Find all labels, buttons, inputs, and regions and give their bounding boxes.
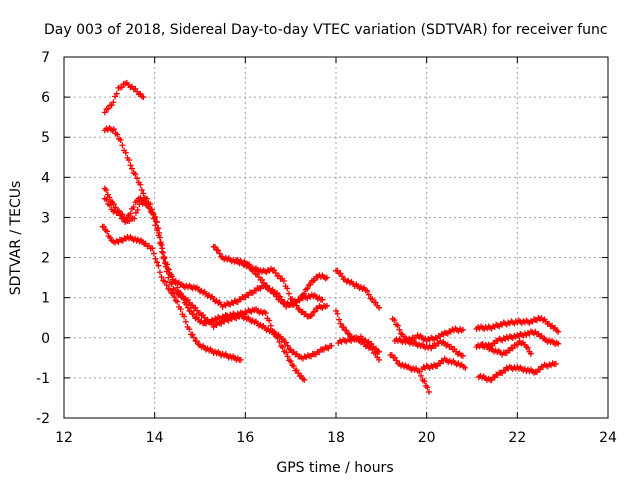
y-tick-labels: -2 -1 0 1 2 3 4 5 6 7 [36,50,50,427]
y-tick-label: 1 [41,291,50,307]
x-tick-label: 18 [327,430,345,446]
plus-markers [391,336,466,359]
chart-title: Day 003 of 2018, Sidereal Day-to-day VTE… [44,22,608,38]
grid [64,57,608,418]
series-track-r [475,360,559,384]
x-tick-label: 22 [508,430,526,446]
plus-markers [101,185,335,362]
plus-markers [478,338,534,358]
series-track-n [419,355,469,373]
plus-markers [473,314,562,335]
x-tick-label: 20 [418,430,436,446]
plus-markers [99,223,244,363]
series-track-c [101,185,335,362]
plus-markers [101,194,308,383]
axis-ticks [63,56,609,419]
series-track-l [387,351,432,395]
y-tick-label: -2 [36,411,50,427]
y-tick-label: 7 [41,50,50,66]
series-track-f [210,243,330,309]
x-tick-labels: 12 14 16 18 20 22 24 [55,430,617,446]
plus-markers [419,355,469,373]
y-tick-label: 4 [41,170,50,186]
series-track-e [99,223,244,363]
series-track-q [478,338,534,358]
series-track-o [473,314,562,335]
x-tick-label: 14 [146,430,164,446]
x-tick-label: 12 [55,430,73,446]
series-track-j [335,333,383,355]
x-axis-label: GPS time / hours [276,460,393,476]
x-tick-label: 16 [236,430,254,446]
plus-markers [210,243,330,309]
y-tick-label: 2 [41,251,50,267]
data-points [99,79,562,395]
plus-markers [101,79,147,116]
series-track-a [101,79,147,116]
plus-markers [389,315,466,344]
plus-markers [333,267,383,311]
plus-markers [233,256,330,320]
plus-markers [387,351,432,395]
y-tick-label: -1 [36,371,50,387]
y-tick-label: 3 [41,210,50,226]
series-track-k [389,315,466,344]
series-track-h [333,267,383,311]
y-tick-label: 5 [41,130,50,146]
x-tick-label: 24 [599,430,617,446]
plus-markers [475,360,559,384]
y-tick-label: 6 [41,90,50,106]
series-track-m [391,336,466,359]
y-axis-label: SDTVAR / TECUs [8,181,24,296]
y-tick-label: 0 [41,331,50,347]
series-track-g [233,256,330,320]
series-track-d [101,194,308,383]
plus-markers [335,333,383,355]
